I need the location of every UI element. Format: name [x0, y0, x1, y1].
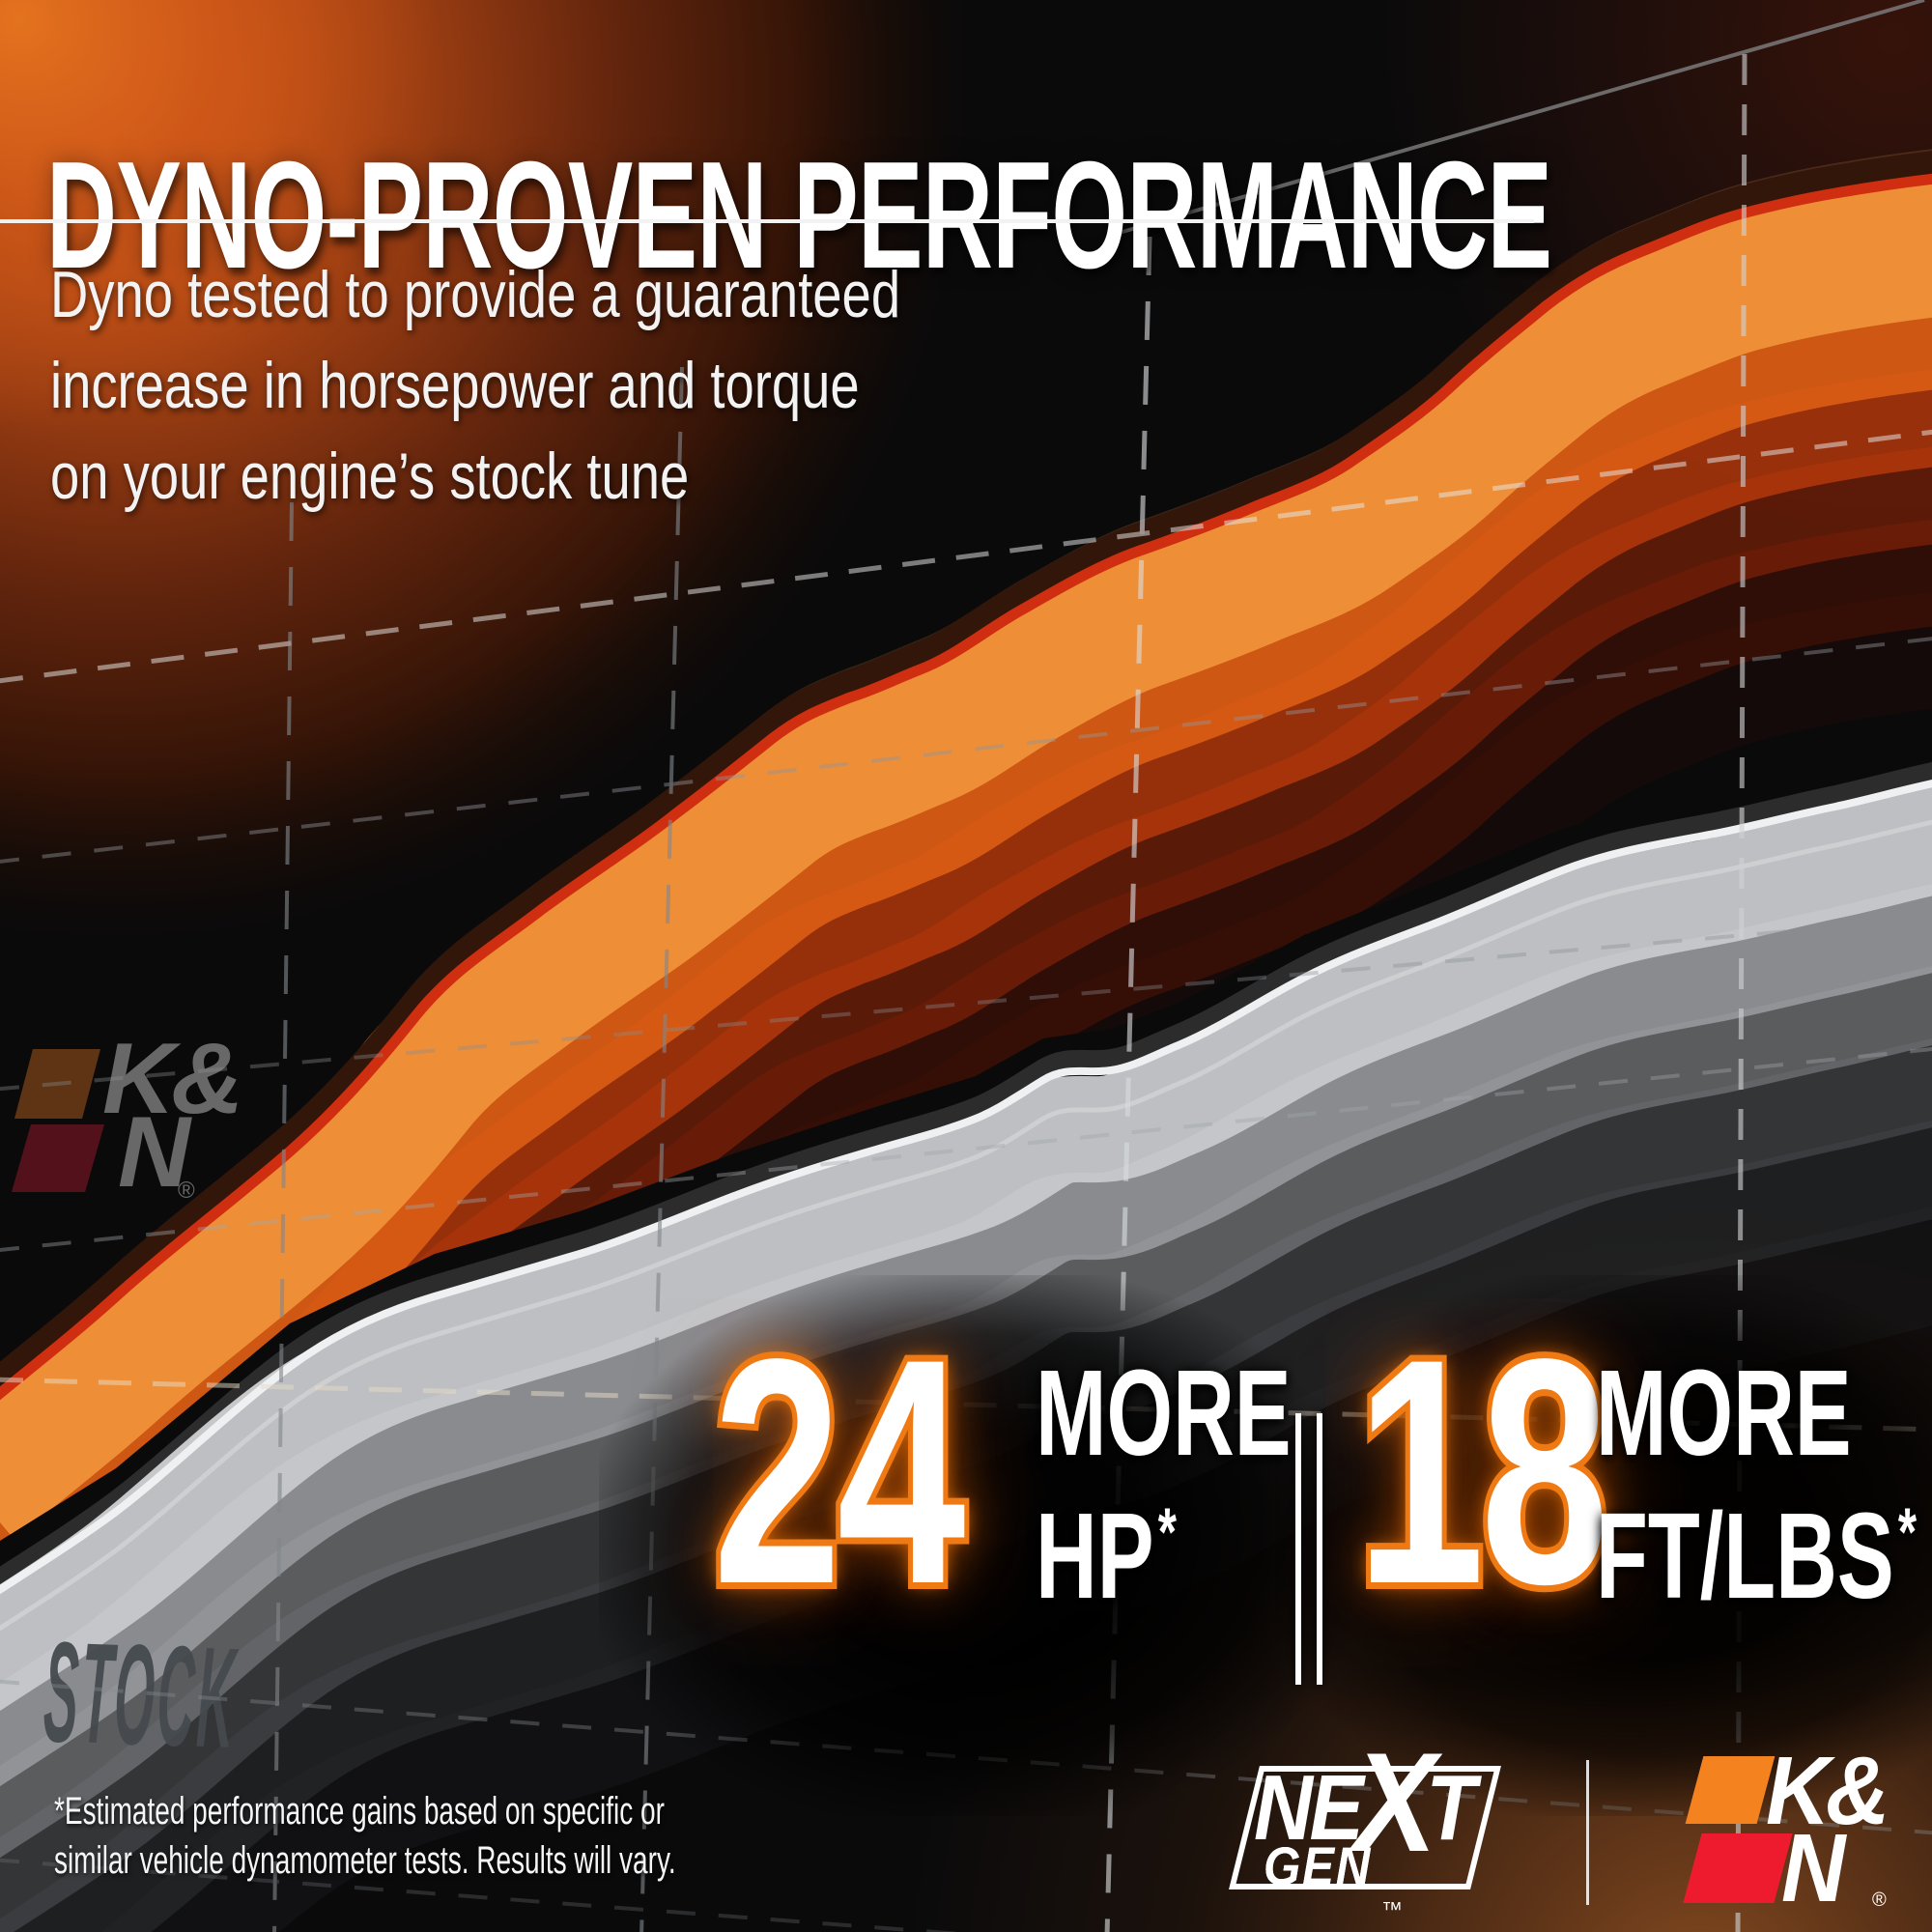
- torque-gain-value-fill: 18: [1356, 1293, 1609, 1651]
- grid-hline-7: [0, 1858, 960, 1932]
- subtitle: Dyno tested to provide a guaranteed incr…: [50, 249, 900, 522]
- nextgen-logo: NEXT GEN ™: [1229, 1723, 1528, 1932]
- hp-stat-halo: [599, 1275, 1352, 1816]
- kn-logo-k-amp: K&: [1766, 1737, 1889, 1845]
- subtitle-line-2: increase in horsepower and torque: [50, 349, 860, 422]
- subtitle-line-3: on your engine’s stock tune: [50, 440, 690, 513]
- torque-gain-value-glow: 18: [1351, 1293, 1614, 1651]
- page-title: DYNO-PROVEN PERFORMANCE: [46, 129, 1552, 300]
- hp-gain-value-fill: 24: [713, 1293, 966, 1651]
- nextgen-logo-gen-text: GEN: [1264, 1835, 1373, 1896]
- stats-separator-line-2: [1317, 1413, 1322, 1685]
- nextgen-trademark: ™: [1381, 1897, 1403, 1921]
- title-divider: [0, 219, 1534, 223]
- nextgen-ne: NE: [1254, 1756, 1364, 1860]
- hp-asterisk: *: [1157, 1493, 1177, 1571]
- hp-unit-text: HP: [1036, 1488, 1154, 1624]
- torque-asterisk: *: [1897, 1493, 1918, 1571]
- disclaimer: *Estimated performance gains based on sp…: [54, 1787, 676, 1886]
- stats-separator-line-1: [1295, 1413, 1301, 1685]
- watermark-registered-mark: ®: [178, 1178, 195, 1204]
- nextgen-t: T: [1426, 1756, 1476, 1860]
- grid-hline-1: [0, 429, 1932, 684]
- stock-curve-label: STOCK: [42, 1611, 241, 1778]
- nextgen-logo-next-text: NEXT: [1254, 1723, 1476, 1881]
- hp-more-label: MORE: [1036, 1345, 1292, 1481]
- hp-unit-label: HP*: [1036, 1495, 1177, 1617]
- grid-hline-2: [0, 637, 1932, 864]
- kn-watermark-logo: K& N ®: [12, 1023, 243, 1208]
- kn-logo-n: N: [1781, 1814, 1845, 1922]
- kn-logo-registered-mark: ®: [1872, 1889, 1887, 1911]
- grid-hline-3: [0, 916, 1932, 1092]
- subtitle-line-1: Dyno tested to provide a guaranteed: [50, 258, 901, 331]
- hp-gain-value-glow: 24: [708, 1293, 971, 1651]
- watermark-red-parallelogram: [12, 1124, 104, 1192]
- grid-hline-4: [0, 1047, 1932, 1252]
- torque-unit-text: FT/LBS: [1596, 1488, 1894, 1624]
- grid-vline-3: [1104, 236, 1152, 1932]
- disclaimer-line-2: similar vehicle dynamometer tests. Resul…: [54, 1839, 676, 1882]
- grid-vline-1: [272, 501, 294, 1932]
- logo-separator-line: [1586, 1760, 1589, 1905]
- disclaimer-line-1: *Estimated performance gains based on sp…: [54, 1790, 665, 1833]
- kn-logo: K& N ®: [1683, 1737, 1930, 1922]
- kn-logo-orange-parallelogram: [1685, 1756, 1776, 1824]
- grid-solid-line: [1115, 0, 1925, 236]
- watermark-orange-parallelogram: [14, 1049, 100, 1119]
- torque-unit-label: FT/LBS*: [1596, 1495, 1917, 1617]
- nextgen-x: X: [1353, 1723, 1436, 1881]
- torque-stat-halo: [1275, 1275, 1932, 1816]
- torque-more-label: MORE: [1596, 1345, 1852, 1481]
- watermark-n-text: N: [118, 1096, 192, 1208]
- watermark-k-amp-text: K&: [102, 1023, 240, 1135]
